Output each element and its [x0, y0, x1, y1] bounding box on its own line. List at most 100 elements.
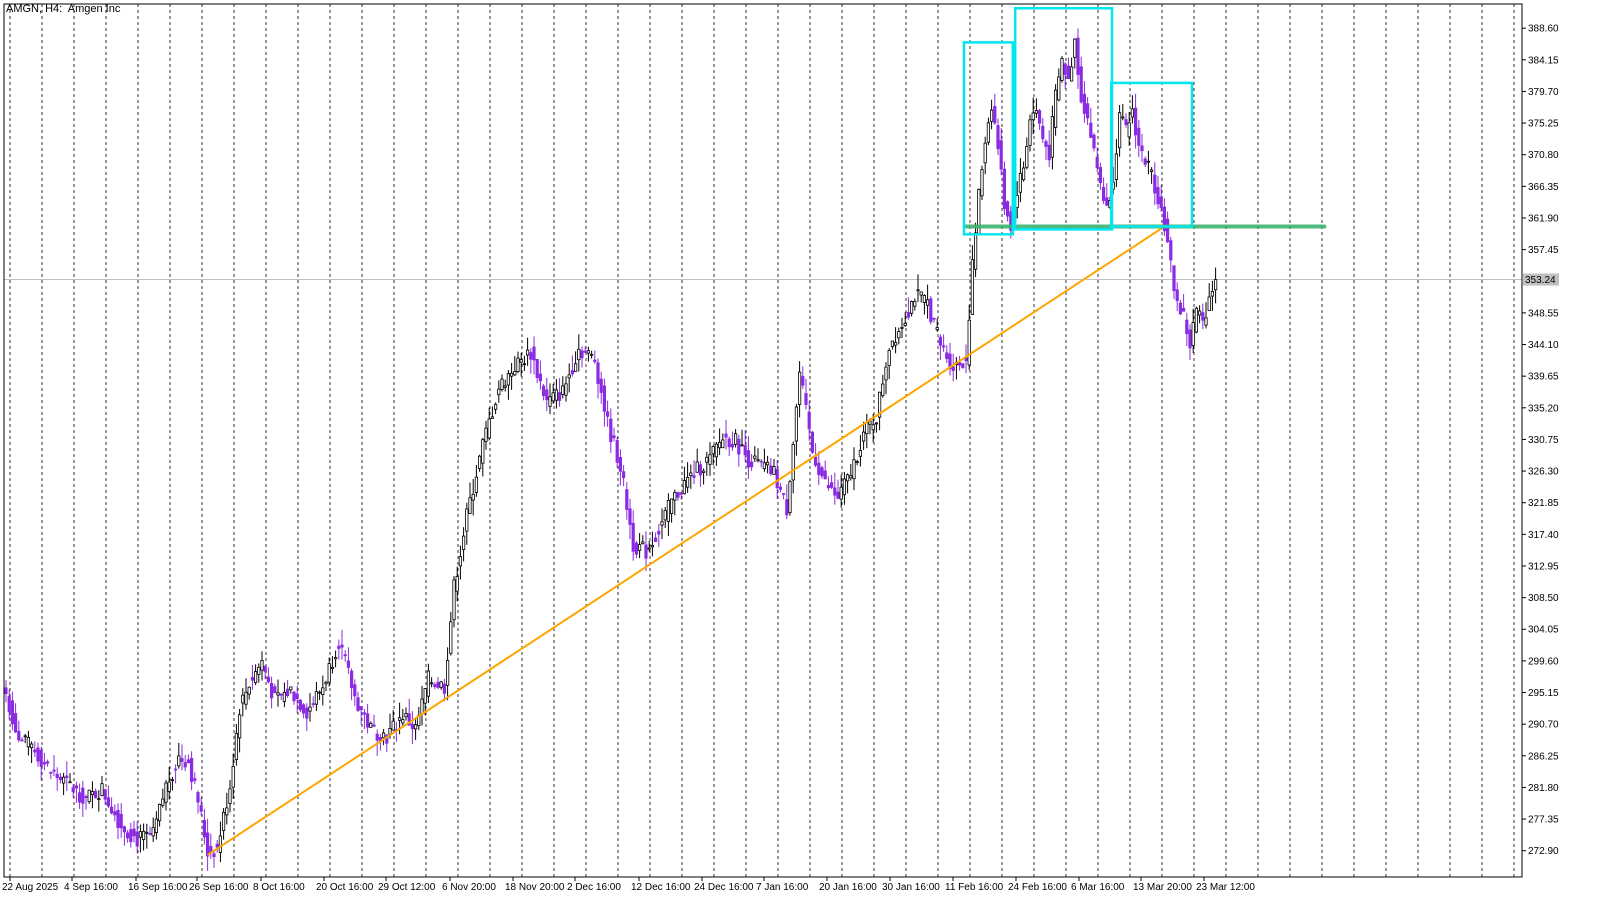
candle-body: [881, 383, 885, 396]
candle: [135, 821, 139, 854]
candle-body: [666, 500, 671, 522]
candle-body: [532, 346, 536, 361]
candle-body: [221, 811, 226, 831]
candle: [964, 344, 968, 374]
candle-body: [151, 827, 155, 837]
candle-layer: [4, 28, 1218, 871]
candle: [529, 348, 533, 374]
candle: [1130, 95, 1134, 124]
candle: [39, 746, 43, 781]
candle: [647, 540, 651, 552]
candle-body: [766, 461, 770, 466]
candle: [497, 380, 501, 403]
candle: [26, 730, 31, 756]
candle-body: [538, 373, 543, 382]
candle: [1002, 161, 1007, 215]
candle-body: [974, 232, 978, 270]
candle-body: [926, 299, 930, 306]
candle-body: [337, 645, 341, 649]
y-tick-label: 335.20: [1528, 403, 1559, 414]
y-tick-label: 384.15: [1528, 55, 1559, 66]
candle-body: [237, 714, 242, 739]
candle-body: [1018, 172, 1023, 193]
pattern-box: [1109, 81, 1194, 228]
candle: [1098, 162, 1102, 190]
candle: [173, 764, 178, 784]
candle-body: [164, 782, 168, 803]
candle: [506, 369, 511, 400]
candle: [157, 803, 162, 827]
candle-body: [36, 747, 40, 762]
candle-body: [618, 456, 623, 472]
candle-body: [612, 435, 616, 439]
candle: [327, 657, 331, 687]
candle-body: [654, 537, 658, 542]
x-tick-label: 2 Dec 16:00: [567, 882, 621, 893]
candle: [526, 337, 530, 366]
candle-body: [746, 450, 751, 468]
candle: [1178, 299, 1182, 315]
candle: [1191, 308, 1195, 353]
x-tick-label: 20 Oct 16:00: [316, 882, 374, 893]
candle: [1198, 305, 1202, 324]
y-tick-label: 304.05: [1528, 625, 1559, 636]
candle-body: [1050, 116, 1054, 158]
candle-body: [481, 439, 485, 464]
candle: [561, 376, 565, 399]
candle: [734, 429, 738, 448]
candle: [887, 348, 891, 380]
candle-body: [106, 797, 110, 807]
candle: [1150, 167, 1154, 184]
candle: [362, 709, 367, 730]
candle: [401, 708, 405, 728]
instrument-name: Amgen Inc: [67, 3, 121, 15]
candle: [442, 678, 447, 702]
candle-body: [17, 730, 21, 741]
candle: [1057, 68, 1061, 102]
candle: [417, 706, 421, 731]
x-tick-label: 20 Jan 16:00: [819, 882, 877, 893]
candle-body: [10, 700, 14, 725]
candle-body: [1031, 112, 1035, 121]
candle: [324, 680, 328, 691]
candle-body: [1194, 307, 1198, 333]
candle: [919, 291, 923, 303]
candle: [231, 753, 235, 799]
candle-body: [874, 422, 879, 425]
x-tick-label: 6 Nov 20:00: [442, 882, 496, 893]
candle-body: [951, 366, 955, 372]
candle: [343, 650, 347, 662]
candle: [465, 502, 469, 545]
candle-body: [39, 749, 43, 767]
x-tick-label: 24 Feb 16:00: [1008, 882, 1067, 893]
candle: [106, 785, 110, 809]
candle-body: [1191, 322, 1195, 346]
candle-body: [58, 776, 63, 781]
candle-body: [865, 422, 869, 435]
candle-body: [567, 374, 571, 379]
candle: [618, 449, 623, 486]
candle-body: [353, 684, 357, 697]
candle-body: [942, 345, 946, 348]
candle: [122, 825, 126, 846]
candle-body: [887, 350, 891, 366]
candle: [218, 821, 222, 863]
candle-body: [135, 831, 139, 847]
candle-body: [1079, 66, 1083, 103]
candle-body: [263, 665, 267, 672]
candle: [474, 464, 479, 497]
candle: [58, 773, 63, 784]
candle: [199, 797, 203, 816]
candle-body: [906, 312, 911, 318]
candle: [663, 507, 667, 528]
candle: [948, 342, 952, 376]
candle: [145, 823, 149, 849]
candle-body: [785, 499, 789, 516]
candle-body: [365, 713, 370, 728]
candle-body: [590, 353, 594, 356]
candle: [1006, 200, 1010, 222]
candle: [782, 493, 786, 500]
candle-body: [487, 418, 491, 439]
candle-body: [407, 713, 411, 726]
candle-body: [433, 684, 437, 688]
